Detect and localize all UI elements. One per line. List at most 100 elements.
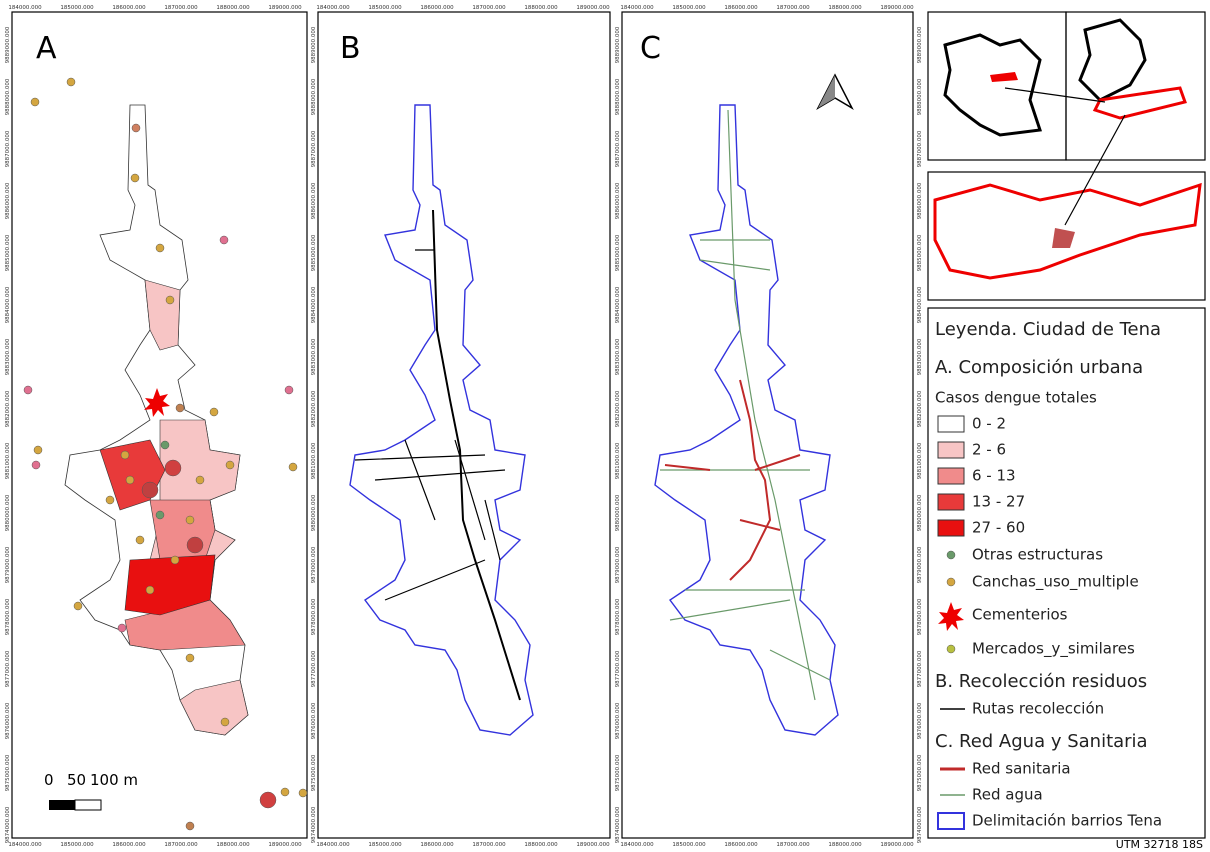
y-coordinate-label: 9879000.000 [917,546,923,583]
legend-item: Red agua [972,786,1043,804]
inset-canton-detail [933,182,1202,280]
y-coordinate-label: 9880000.000 [615,494,621,531]
poi-marker [225,460,235,470]
scale-bar [49,800,75,810]
legend-symbol [937,812,965,830]
y-coordinate-label: 9887000.000 [615,130,621,167]
y-coordinate-label: 9889000.000 [311,26,317,63]
y-coordinate-label: 9874000.000 [5,806,11,843]
x-coordinate-label: 186000.000 [724,5,758,11]
y-coordinate-label: 9887000.000 [311,130,317,167]
y-coordinate-label: 9879000.000 [311,546,317,583]
panel-a-map [23,77,308,831]
x-coordinate-label: 185000.000 [672,842,706,848]
inset-canton [1092,86,1187,120]
x-coordinate-label: 184000.000 [316,5,350,11]
x-coordinate-label: 189000.000 [268,5,302,11]
poi-marker [131,123,141,133]
y-coordinate-label: 9877000.000 [615,650,621,687]
legend-swatch [937,415,965,433]
y-coordinate-label: 9874000.000 [311,806,317,843]
legend-swatch [937,519,965,537]
legend-item: Cementerios [972,606,1068,624]
y-coordinate-label: 9889000.000 [917,26,923,63]
y-coordinate-label: 9876000.000 [311,702,317,739]
inset-country [943,33,1043,137]
y-coordinate-label: 9887000.000 [917,130,923,167]
poi-marker [209,407,219,417]
legend-section: A. Composición urbana [935,357,1143,378]
crs-label: UTM 32718 18S [1116,838,1203,851]
y-coordinate-label: 9877000.000 [5,650,11,687]
legend-item: Canchas_uso_multiple [972,573,1139,592]
x-coordinate-label: 187000.000 [472,5,506,11]
y-coordinate-label: 9875000.000 [5,754,11,791]
y-coordinate-label: 9888000.000 [917,78,923,115]
legend-item: 2 - 6 [972,441,1006,459]
scale-bar [74,799,102,811]
y-coordinate-label: 9875000.000 [311,754,317,791]
x-coordinate-label: 187000.000 [776,842,810,848]
panel-b-map [349,104,534,736]
y-coordinate-label: 9880000.000 [311,494,317,531]
x-coordinate-label: 185000.000 [60,842,94,848]
legend-section: C. Red Agua y Sanitaria [935,731,1148,752]
y-coordinate-label: 9885000.000 [311,234,317,271]
poi-marker [105,495,115,505]
x-coordinate-label: 188000.000 [216,842,250,848]
scale-label: 0 [44,771,54,789]
y-coordinate-label: 9877000.000 [917,650,923,687]
legend-symbol [946,577,956,587]
y-coordinate-label: 9884000.000 [917,286,923,323]
poi-marker [219,235,229,245]
y-coordinate-label: 9875000.000 [917,754,923,791]
y-coordinate-label: 9878000.000 [615,598,621,635]
x-coordinate-label: 186000.000 [724,842,758,848]
poi-marker [135,535,145,545]
legend-section: B. Recolección residuos [935,671,1147,692]
poi-marker [120,450,130,460]
legend-item: Rutas recolección [972,700,1104,718]
y-coordinate-label: 9880000.000 [5,494,11,531]
y-coordinate-label: 9882000.000 [5,390,11,427]
x-coordinate-label: 189000.000 [880,5,914,11]
y-coordinate-label: 9884000.000 [5,286,11,323]
legend-symbol [946,644,956,654]
poi-marker [170,555,180,565]
x-coordinate-label: 186000.000 [112,5,146,11]
poi-marker [186,536,204,554]
poi-marker [164,459,182,477]
inset-frame [927,171,1206,301]
poi-marker [160,440,170,450]
y-coordinate-label: 9888000.000 [615,78,621,115]
inset-highlight [990,72,1018,82]
y-coordinate-label: 9876000.000 [917,702,923,739]
y-coordinate-label: 9882000.000 [615,390,621,427]
x-coordinate-label: 188000.000 [828,5,862,11]
cemetery-marker [144,388,170,417]
x-coordinate-label: 185000.000 [368,5,402,11]
x-coordinate-label: 187000.000 [776,5,810,11]
panel-frame [621,11,914,839]
poi-marker [195,475,205,485]
legend-item: Otras estructuras [972,546,1103,564]
legend-item: 6 - 13 [972,467,1016,485]
poi-marker [73,601,83,611]
poi-marker [220,717,230,727]
inset-frame [1065,11,1206,161]
y-coordinate-label: 9879000.000 [5,546,11,583]
x-coordinate-label: 188000.000 [828,842,862,848]
x-coordinate-label: 187000.000 [164,842,198,848]
y-coordinate-label: 9886000.000 [5,182,11,219]
x-coordinate-label: 186000.000 [420,5,454,11]
y-coordinate-label: 9878000.000 [5,598,11,635]
x-coordinate-label: 184000.000 [316,842,350,848]
y-coordinate-label: 9878000.000 [311,598,317,635]
y-coordinate-label: 9881000.000 [5,442,11,479]
y-coordinate-label: 9882000.000 [311,390,317,427]
y-coordinate-label: 9888000.000 [311,78,317,115]
poi-marker [185,515,195,525]
y-coordinate-label: 9884000.000 [615,286,621,323]
poi-marker [31,460,41,470]
